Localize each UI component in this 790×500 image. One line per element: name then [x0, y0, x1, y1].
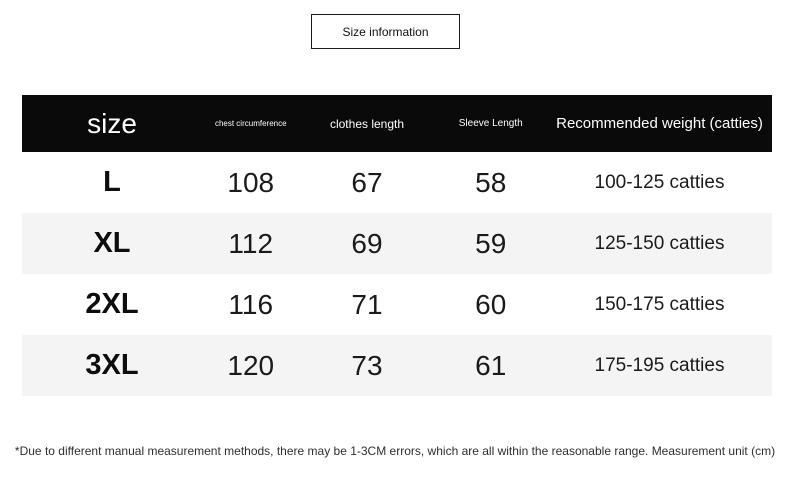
- header-chest-circumference: chest circumference: [214, 119, 287, 128]
- header-sleeve-length: Sleeve Length: [458, 118, 523, 129]
- row-sleeve-value: 58: [475, 166, 507, 198]
- row-sleeve-value: 60: [475, 288, 507, 320]
- row-sleeve-value: 59: [475, 227, 507, 259]
- row-sleeve-value: 61: [475, 349, 507, 381]
- row-size-label: XL: [93, 227, 131, 259]
- row-weight-value: 175-195 catties: [594, 354, 725, 376]
- table-row: 3XL 120 73 61 175-195 catties: [22, 335, 772, 396]
- row-weight-value: 150-175 catties: [594, 293, 725, 315]
- header-size: size: [87, 107, 137, 139]
- header-recommended-weight: Recommended weight (catties): [556, 115, 763, 132]
- row-clothes-value: 69: [351, 227, 383, 259]
- size-information-title-box: Size information: [311, 14, 460, 49]
- table-row: 2XL 116 71 60 150-175 catties: [22, 274, 772, 335]
- row-chest-value: 120: [227, 349, 275, 381]
- row-clothes-value: 67: [351, 166, 383, 198]
- row-weight-value: 125-150 catties: [594, 232, 725, 254]
- row-size-label: 2XL: [85, 288, 139, 320]
- row-clothes-value: 73: [351, 349, 383, 381]
- row-clothes-value: 71: [351, 288, 383, 320]
- row-chest-value: 108: [227, 166, 275, 198]
- size-information-title: Size information: [342, 24, 429, 39]
- row-size-label: 3XL: [85, 349, 139, 381]
- size-table-header-row: size chest circumference clothes length …: [22, 95, 772, 152]
- size-table: size chest circumference clothes length …: [22, 95, 772, 396]
- row-chest-value: 112: [228, 227, 274, 259]
- row-chest-value: 116: [228, 288, 274, 320]
- table-row: L 108 67 58 100-125 catties: [22, 152, 772, 213]
- measurement-note: *Due to different manual measurement met…: [14, 444, 776, 458]
- table-row: XL 112 69 59 125-150 catties: [22, 213, 772, 274]
- row-size-label: L: [103, 166, 121, 198]
- size-table-body: L 108 67 58 100-125 catties XL 112 69 59…: [22, 152, 772, 396]
- header-clothes-length: clothes length: [329, 116, 405, 131]
- row-weight-value: 100-125 catties: [594, 171, 725, 193]
